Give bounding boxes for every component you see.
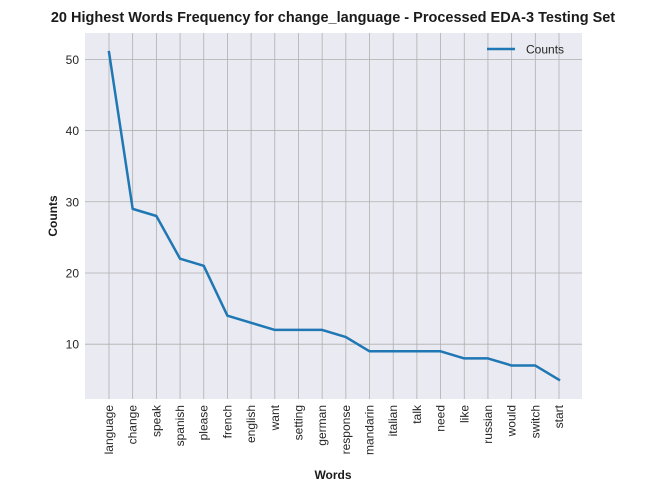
y-tick-label: 30 <box>66 195 80 209</box>
x-tick-label: language <box>102 405 116 455</box>
x-tick-label: would <box>505 405 519 437</box>
x-tick-label: like <box>457 405 471 423</box>
x-tick-label: please <box>197 405 211 441</box>
y-tick-label: 20 <box>66 266 80 280</box>
legend-label: Counts <box>526 43 564 57</box>
x-tick-labels: language change speak spanish please french en… <box>102 404 566 455</box>
chart-title: 20 Highest Words Frequency for change_la… <box>51 10 615 26</box>
x-tick-label: russian <box>481 405 495 444</box>
x-tick-label: setting <box>291 405 305 440</box>
plot-area <box>85 33 582 399</box>
x-tick-label: italian <box>386 405 400 436</box>
x-axis-label: Words <box>314 468 351 482</box>
x-tick-label: need <box>434 405 448 432</box>
y-tick-label: 50 <box>66 53 80 67</box>
x-tick-label: french <box>220 405 234 438</box>
y-tick-labels: 10 20 30 40 50 <box>66 53 80 352</box>
x-tick-label: spanish <box>173 405 187 446</box>
x-tick-label: want <box>268 404 282 431</box>
legend: Counts <box>487 43 564 57</box>
gridlines <box>85 33 582 399</box>
x-tick-label: german <box>315 405 329 446</box>
series-layer <box>107 50 561 382</box>
series-line-counts <box>107 50 561 382</box>
x-tick-label: switch <box>528 405 542 438</box>
y-tick-label: 10 <box>66 338 80 352</box>
x-tick-label: start <box>552 404 566 428</box>
x-tick-label: response <box>339 405 353 455</box>
x-tick-label: english <box>244 405 258 443</box>
x-tick-label: talk <box>410 404 424 424</box>
y-tick-label: 40 <box>66 124 80 138</box>
x-tick-label: speak <box>149 404 163 437</box>
x-tick-label: change <box>126 405 140 445</box>
y-axis-label: Counts <box>46 195 60 237</box>
x-tick-label: mandarin <box>363 405 377 455</box>
